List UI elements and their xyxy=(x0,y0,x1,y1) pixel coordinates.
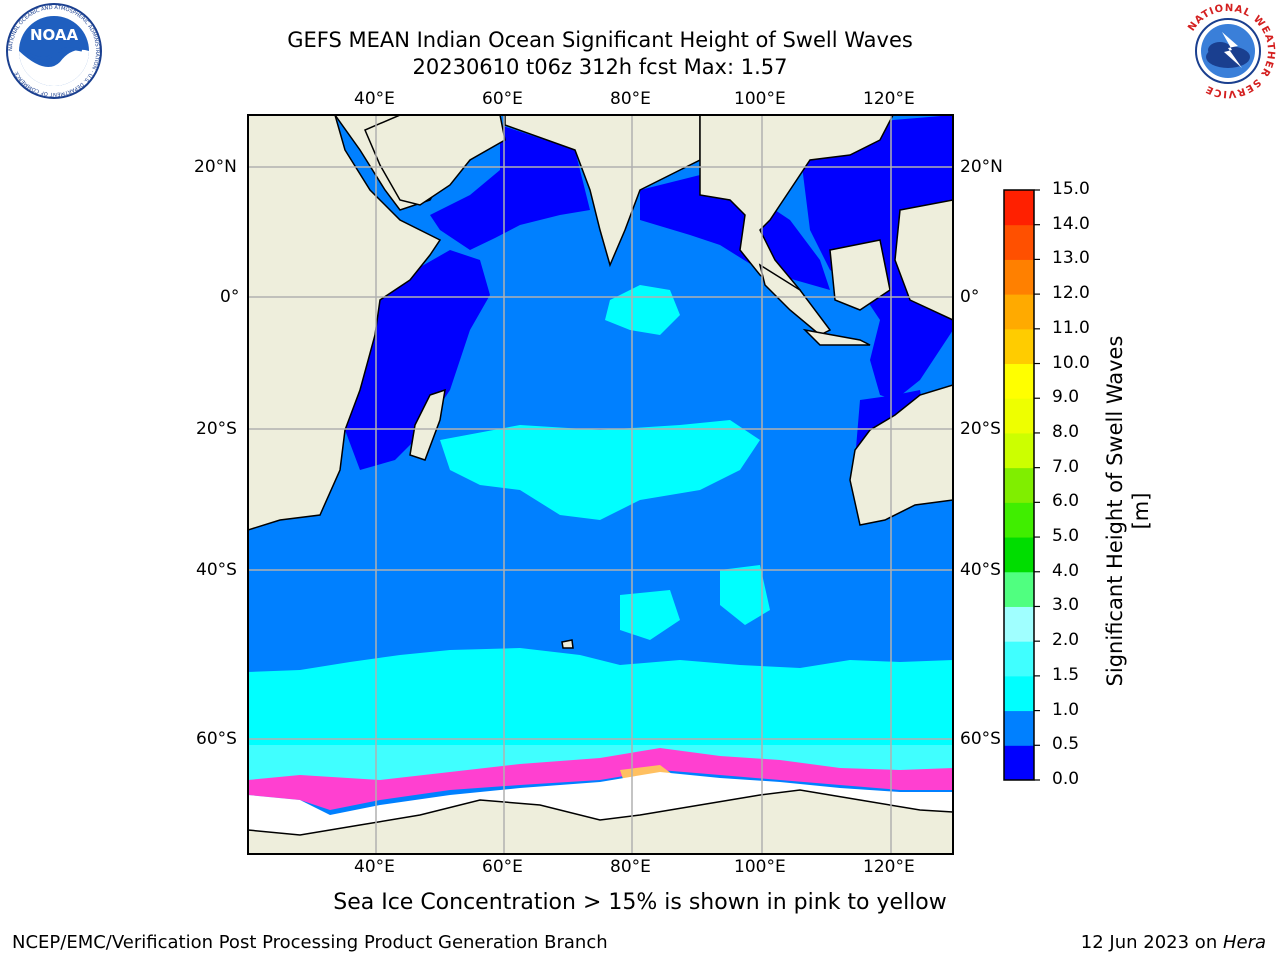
lon-tick-bottom: 40°E xyxy=(354,857,395,877)
colorbar-tick-label: 7.0 xyxy=(1052,456,1080,477)
colorbar-segment xyxy=(1004,328,1034,365)
land-masses xyxy=(248,115,953,854)
footer-credit: NCEP/EMC/Verification Post Processing Pr… xyxy=(12,932,608,953)
noaa-logo-icon: NOAA NATIONAL OCEANIC AND ATMOSPHERIC AD… xyxy=(2,2,106,104)
lon-tick-bottom: 60°E xyxy=(482,857,523,877)
colorbar-tick-label: 5.0 xyxy=(1052,526,1080,547)
nws-logo-icon: NATIONAL WEATHER SERVICE xyxy=(1178,2,1278,104)
lat-tick-right: 20°N xyxy=(960,157,1003,177)
lat-tick-left: 20°N xyxy=(194,157,237,177)
colorbar-segment xyxy=(1004,537,1034,573)
colorbar-tick-label: 6.0 xyxy=(1052,491,1080,512)
colorbar-tick-label: 15.0 xyxy=(1052,179,1090,199)
colorbar xyxy=(1003,189,1040,781)
lon-tick-top: 40°E xyxy=(354,89,395,109)
colorbar-segment xyxy=(1004,224,1034,260)
lat-tick-left: 60°S xyxy=(196,729,237,749)
footer-date-text: 12 Jun 2023 on xyxy=(1080,932,1223,953)
map-frame xyxy=(247,114,954,855)
lon-tick-top: 80°E xyxy=(610,89,651,109)
noaa-logo-text: NOAA xyxy=(30,26,79,44)
colorbar-frame xyxy=(1003,189,1035,781)
lon-tick-top: 100°E xyxy=(734,89,786,109)
colorbar-tick-label: 11.0 xyxy=(1052,317,1090,338)
footer-host: Hera xyxy=(1222,932,1266,953)
colorbar-segment xyxy=(1004,710,1034,746)
chart-subtitle: 20230610 t06z 312h fcst Max: 1.57 xyxy=(412,55,788,79)
lat-tick-left: 40°S xyxy=(196,560,237,580)
graticule xyxy=(248,115,953,854)
footer-date: 12 Jun 2023 on Hera xyxy=(1081,932,1266,953)
colorbar-segment xyxy=(1004,745,1034,781)
colorbar-tick-label: 0.0 xyxy=(1052,769,1080,789)
colorbar-segment xyxy=(1004,571,1034,607)
colorbar-tick-label: 1.5 xyxy=(1052,664,1080,685)
colorbar-segment xyxy=(1004,363,1034,399)
colorbar-segment xyxy=(1004,190,1034,226)
colorbar-segment xyxy=(1004,294,1034,330)
lon-tick-bottom: 100°E xyxy=(734,857,786,877)
colorbar-segment xyxy=(1004,259,1034,295)
colorbar-segment xyxy=(1004,467,1034,503)
lat-tick-right: 20°S xyxy=(960,419,1001,439)
colorbar-label: Significant Height of Swell Waves [m] xyxy=(1103,335,1153,687)
lat-tick-left: 0° xyxy=(220,287,240,307)
colorbar-tick-label: 12.0 xyxy=(1052,283,1090,304)
colorbar-segment xyxy=(1004,641,1034,677)
lon-tick-bottom: 120°E xyxy=(863,857,915,877)
colorbar-tick-label: 4.0 xyxy=(1052,560,1080,581)
colorbar-segment xyxy=(1004,675,1034,712)
colorbar-tick-label: 0.5 xyxy=(1052,734,1080,755)
colorbar-tick-label: 10.0 xyxy=(1052,352,1090,373)
lon-tick-bottom: 80°E xyxy=(610,857,651,877)
lat-tick-right: 0° xyxy=(960,287,980,307)
colorbar-tick-label: 9.0 xyxy=(1052,387,1080,408)
lat-tick-left: 20°S xyxy=(196,419,237,439)
sea-ice-edge xyxy=(248,748,953,810)
colorbar-tick-label: 3.0 xyxy=(1052,595,1080,616)
colorbar-segment xyxy=(1004,432,1034,469)
lon-tick-top: 120°E xyxy=(863,89,915,109)
colorbar-tick-label: 13.0 xyxy=(1052,248,1090,269)
colorbar-tick-label: 14.0 xyxy=(1052,213,1090,234)
colorbar-segment xyxy=(1004,606,1034,642)
lat-tick-right: 40°S xyxy=(960,560,1001,580)
colorbar-tick-label: 2.0 xyxy=(1052,630,1080,651)
lat-tick-right: 60°S xyxy=(960,729,1001,749)
colorbar-segment xyxy=(1004,502,1034,538)
colorbar-segment xyxy=(1004,398,1034,434)
colorbar-tick-label: 1.0 xyxy=(1052,699,1080,720)
sea-ice-note: Sea Ice Concentration > 15% is shown in … xyxy=(333,890,947,915)
chart-title: GEFS MEAN Indian Ocean Significant Heigh… xyxy=(287,28,913,52)
colorbar-tick-label: 8.0 xyxy=(1052,421,1080,442)
lon-tick-top: 60°E xyxy=(482,89,523,109)
